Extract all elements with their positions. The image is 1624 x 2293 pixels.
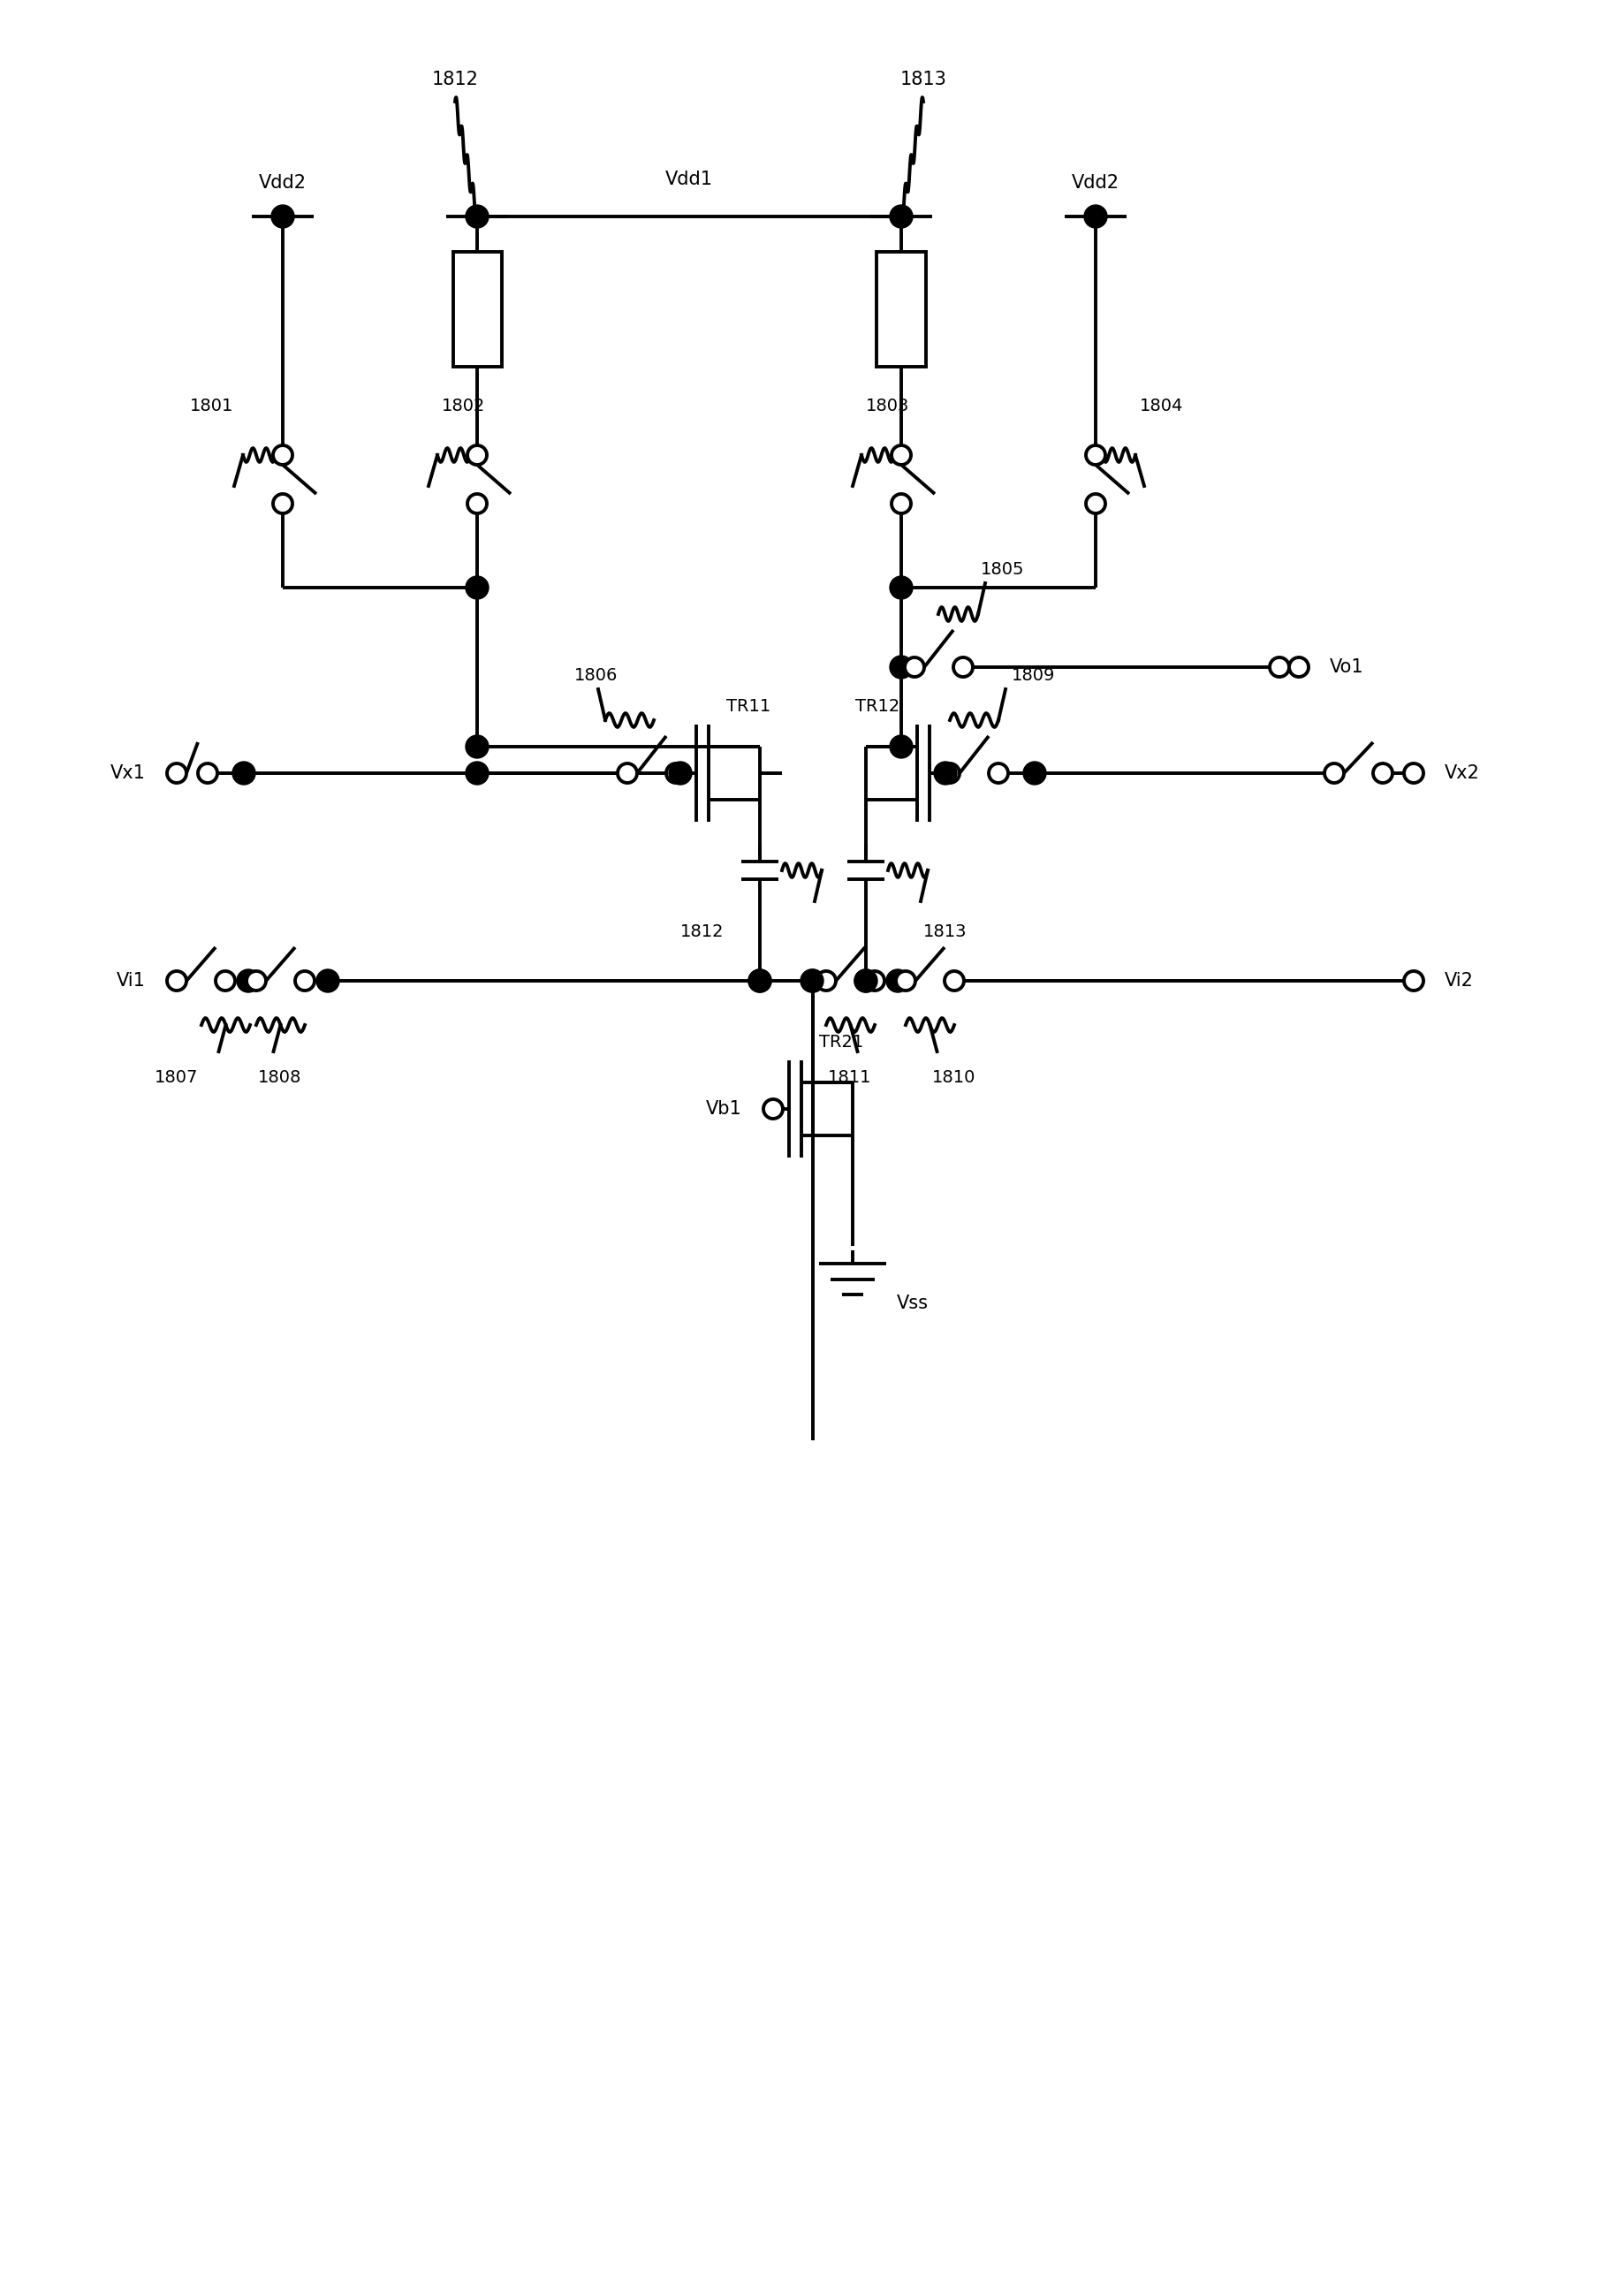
Text: Vdd2: Vdd2 (1072, 174, 1119, 193)
Circle shape (271, 204, 294, 227)
Text: Vb1: Vb1 (706, 1101, 742, 1117)
Circle shape (1405, 972, 1423, 991)
Circle shape (890, 656, 913, 679)
Text: Vx2: Vx2 (1445, 764, 1479, 782)
Text: 1813: 1813 (900, 71, 947, 89)
Text: Vo1: Vo1 (1330, 658, 1364, 676)
Circle shape (890, 736, 913, 759)
Text: Vx1: Vx1 (110, 764, 146, 782)
Text: TR11: TR11 (726, 699, 770, 715)
Circle shape (296, 972, 315, 991)
Text: Vi2: Vi2 (1445, 972, 1473, 991)
Circle shape (945, 972, 965, 991)
Circle shape (866, 972, 885, 991)
Text: 1813: 1813 (924, 924, 968, 940)
Circle shape (468, 445, 487, 465)
Circle shape (232, 761, 255, 784)
Circle shape (890, 576, 913, 598)
Circle shape (854, 970, 877, 993)
Text: 1807: 1807 (154, 1069, 198, 1087)
Circle shape (167, 764, 187, 782)
Text: 1805: 1805 (981, 562, 1025, 578)
Circle shape (749, 970, 771, 993)
Circle shape (466, 736, 489, 759)
Circle shape (896, 972, 916, 991)
Circle shape (617, 764, 637, 782)
Text: 1804: 1804 (1140, 399, 1184, 415)
Circle shape (892, 493, 911, 514)
Circle shape (669, 761, 692, 784)
Circle shape (890, 204, 913, 227)
Circle shape (317, 970, 339, 993)
Text: Vi1: Vi1 (117, 972, 146, 991)
Circle shape (801, 970, 825, 993)
Text: 1810: 1810 (932, 1069, 976, 1087)
Circle shape (934, 761, 957, 784)
Text: 1811: 1811 (828, 1069, 872, 1087)
Circle shape (749, 970, 771, 993)
Circle shape (1372, 764, 1392, 782)
Circle shape (466, 204, 489, 227)
Circle shape (216, 972, 235, 991)
Circle shape (905, 658, 924, 676)
Circle shape (763, 1098, 783, 1119)
Text: 1801: 1801 (190, 399, 234, 415)
Circle shape (1085, 204, 1108, 227)
Circle shape (273, 445, 292, 465)
Circle shape (887, 970, 909, 993)
Text: TR12: TR12 (856, 699, 900, 715)
Text: 1812: 1812 (432, 71, 479, 89)
Bar (877, 252, 926, 367)
Text: TR21: TR21 (818, 1034, 864, 1050)
Text: Vdd2: Vdd2 (258, 174, 307, 193)
Circle shape (1023, 761, 1046, 784)
Circle shape (989, 764, 1009, 782)
Circle shape (198, 764, 218, 782)
Circle shape (1405, 764, 1423, 782)
Circle shape (468, 493, 487, 514)
Text: 1803: 1803 (866, 399, 909, 415)
Circle shape (801, 970, 823, 993)
Circle shape (237, 970, 260, 993)
Text: 1809: 1809 (1012, 667, 1056, 683)
Text: Vdd1: Vdd1 (666, 170, 713, 188)
Circle shape (466, 576, 489, 598)
Circle shape (167, 972, 187, 991)
Circle shape (1086, 445, 1106, 465)
Circle shape (854, 970, 877, 993)
Text: Vss: Vss (896, 1296, 929, 1312)
Text: 1808: 1808 (258, 1069, 302, 1087)
Circle shape (892, 445, 911, 465)
Circle shape (247, 972, 266, 991)
Circle shape (1289, 658, 1309, 676)
Circle shape (466, 761, 489, 784)
Bar (453, 252, 502, 367)
Circle shape (666, 764, 685, 782)
Circle shape (1270, 658, 1289, 676)
Circle shape (273, 493, 292, 514)
Circle shape (817, 972, 836, 991)
Circle shape (953, 658, 973, 676)
Circle shape (940, 764, 960, 782)
Circle shape (1325, 764, 1345, 782)
Text: 1806: 1806 (575, 667, 619, 683)
Circle shape (1086, 493, 1106, 514)
Text: 1812: 1812 (680, 924, 724, 940)
Text: 1802: 1802 (442, 399, 486, 415)
